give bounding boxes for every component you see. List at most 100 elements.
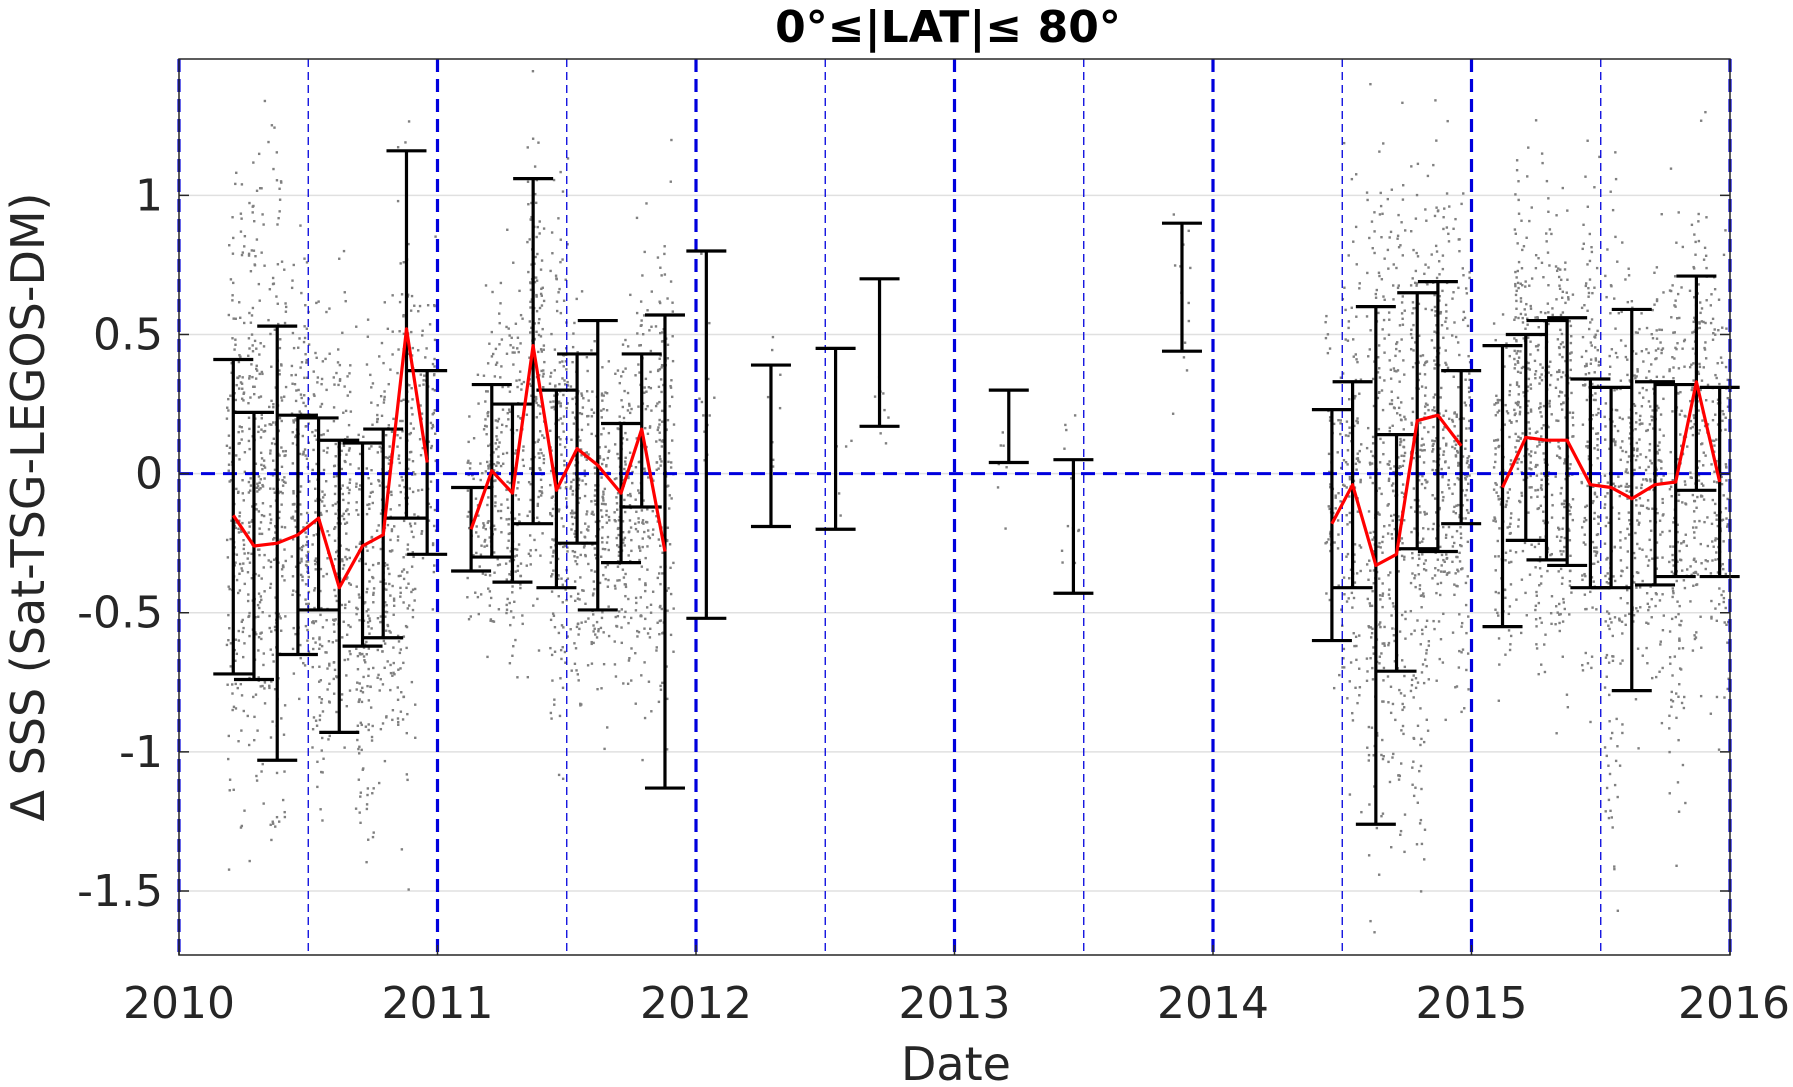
scatter-point xyxy=(1662,291,1665,294)
scatter-point xyxy=(410,294,414,298)
scatter-point xyxy=(1568,539,1572,542)
scatter-point xyxy=(1635,607,1638,610)
scatter-point xyxy=(1551,307,1554,310)
scatter-point xyxy=(399,648,403,651)
scatter-point xyxy=(1624,485,1627,488)
scatter-point xyxy=(315,724,319,727)
scatter-point xyxy=(247,252,251,256)
scatter-point xyxy=(1627,533,1631,536)
scatter-point xyxy=(1660,721,1664,725)
scatter-point xyxy=(304,583,308,586)
scatter-point xyxy=(1524,327,1527,330)
scatter-point xyxy=(1415,843,1419,846)
scatter-point xyxy=(269,521,272,525)
scatter-point xyxy=(427,519,431,522)
scatter-point xyxy=(1420,671,1424,674)
scatter-point xyxy=(1516,467,1520,471)
scatter-point xyxy=(1633,404,1637,408)
scatter-point xyxy=(1360,810,1363,814)
scatter-point xyxy=(247,254,251,257)
scatter-point xyxy=(1464,478,1467,481)
scatter-point xyxy=(1585,607,1588,611)
scatter-point xyxy=(1584,175,1587,178)
scatter-point xyxy=(294,435,297,439)
scatter-point xyxy=(1382,666,1386,670)
scatter-point xyxy=(360,700,364,704)
scatter-point xyxy=(278,510,281,514)
scatter-point xyxy=(1377,873,1381,876)
scatter-point xyxy=(656,256,660,259)
scatter-point xyxy=(317,300,320,303)
scatter-point xyxy=(622,682,625,685)
scatter-point xyxy=(399,586,402,590)
scatter-point xyxy=(312,620,315,623)
scatter-point xyxy=(1540,621,1543,624)
scatter-point xyxy=(1396,237,1399,240)
scatter-point xyxy=(577,633,580,636)
scatter-point xyxy=(1651,409,1654,412)
scatter-point xyxy=(321,626,325,629)
scatter-point xyxy=(1387,333,1391,337)
scatter-point xyxy=(1460,202,1463,206)
scatter-point xyxy=(660,445,664,448)
scatter-point xyxy=(290,286,294,290)
scatter-point xyxy=(361,768,364,771)
scatter-point xyxy=(1401,198,1405,201)
scatter-point xyxy=(383,390,386,393)
scatter-point xyxy=(1594,333,1597,336)
scatter-point xyxy=(397,723,400,727)
scatter-point xyxy=(240,438,243,441)
scatter-point xyxy=(1605,610,1609,613)
scatter-point xyxy=(670,395,674,399)
scatter-point xyxy=(402,332,406,336)
scatter-point xyxy=(1613,867,1616,871)
scatter-point xyxy=(1540,373,1543,376)
scatter-point xyxy=(645,390,648,393)
scatter-point xyxy=(602,499,605,502)
scatter-point xyxy=(528,510,532,513)
scatter-point xyxy=(1616,909,1620,912)
scatter-point xyxy=(1568,529,1571,532)
scatter-point xyxy=(1445,442,1448,445)
scatter-point xyxy=(528,320,532,323)
scatter-point xyxy=(530,326,533,330)
scatter-point xyxy=(1525,614,1528,617)
scatter-point xyxy=(260,417,263,420)
scatter-point xyxy=(332,376,335,379)
scatter-point xyxy=(640,509,644,512)
scatter-point xyxy=(389,508,392,511)
scatter-point xyxy=(543,360,546,364)
scatter-point xyxy=(268,684,271,688)
scatter-point xyxy=(334,484,337,488)
scatter-point xyxy=(368,507,371,510)
scatter-point xyxy=(508,390,512,393)
scatter-point xyxy=(1443,570,1446,573)
scatter-point xyxy=(292,589,295,592)
scatter-point xyxy=(643,386,646,389)
scatter-point xyxy=(573,662,577,666)
scatter-point xyxy=(623,544,626,547)
scatter-point xyxy=(508,481,511,485)
scatter-point xyxy=(254,572,257,576)
scatter-point xyxy=(278,417,282,420)
scatter-point xyxy=(1613,389,1616,392)
scatter-point xyxy=(1458,560,1462,563)
scatter-point xyxy=(273,688,277,691)
scatter-point xyxy=(1510,512,1513,515)
scatter-point xyxy=(584,620,587,623)
scatter-point xyxy=(1596,432,1600,435)
scatter-point xyxy=(1642,360,1645,363)
scatter-point xyxy=(269,582,273,586)
scatter-point xyxy=(1607,798,1611,802)
scatter-point xyxy=(1445,316,1448,320)
scatter-point xyxy=(514,570,517,573)
scatter-point xyxy=(242,547,245,551)
scatter-point xyxy=(1425,360,1429,363)
scatter-point xyxy=(1626,588,1629,592)
scatter-point xyxy=(594,553,597,557)
scatter-point xyxy=(522,445,525,448)
scatter-point xyxy=(561,777,565,781)
scatter-point xyxy=(1438,506,1441,510)
scatter-point xyxy=(640,674,643,677)
scatter-point xyxy=(1564,394,1567,397)
